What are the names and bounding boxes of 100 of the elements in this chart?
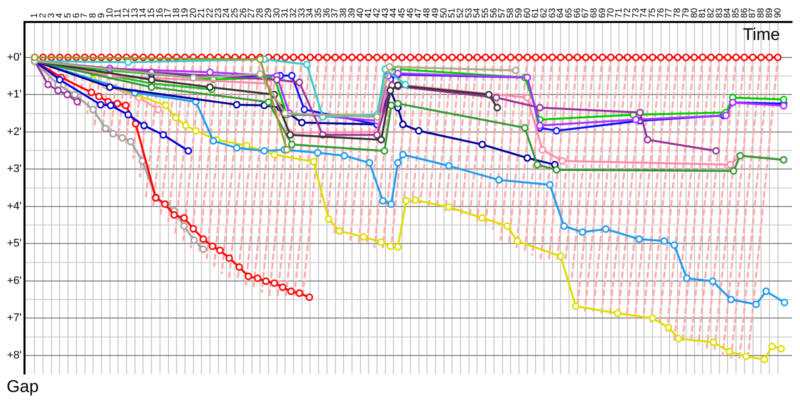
x-tick-label: 32 <box>288 8 298 18</box>
x-tick-label: 24 <box>221 8 232 18</box>
x-tick-label: 41 <box>363 8 374 18</box>
x-tick-label: 33 <box>296 8 306 18</box>
y-tick-label: +3' <box>6 163 22 176</box>
x-tick-label: 7 <box>79 12 90 18</box>
x-tick-label: 56 <box>488 8 498 18</box>
x-tick-label: 1 <box>29 12 40 18</box>
y-tick-label: +6' <box>6 274 22 287</box>
y-tick-label: +7' <box>6 312 22 324</box>
x-tick-label: 68 <box>588 8 599 18</box>
x-tick-label: 44 <box>388 8 398 18</box>
x-tick-label: 37 <box>330 8 340 18</box>
x-tick-label: 66 <box>572 8 582 18</box>
x-tick-label: 11 <box>112 8 123 18</box>
x-tick-label: 80 <box>688 8 699 18</box>
x-tick-label: 42 <box>371 8 382 18</box>
x-tick-label: 47 <box>413 8 424 18</box>
x-tick-label: 87 <box>747 8 758 18</box>
x-tick-label: 2 <box>37 12 48 18</box>
x-tick-label: 82 <box>705 8 716 18</box>
x-tick-label: 59 <box>513 8 524 18</box>
x-tick-label: 17 <box>162 8 173 18</box>
x-tick-label: 83 <box>714 8 724 18</box>
x-tick-label: 39 <box>346 8 356 18</box>
x-tick-label: 31 <box>280 8 290 18</box>
x-tick-label: 26 <box>238 8 248 18</box>
x-tick-label: 84 <box>722 8 732 18</box>
x-tick-label: 58 <box>505 8 516 18</box>
y-tick-label: +8' <box>6 349 22 362</box>
x-tick-label: 89 <box>764 8 774 18</box>
x-tick-label: 23 <box>212 8 223 18</box>
y-tick-label: +0' <box>6 51 22 64</box>
y-tick-label: +2' <box>6 126 22 138</box>
x-tick-label: 5 <box>62 12 73 18</box>
x-tick-label: 9 <box>96 12 106 18</box>
x-tick-label: 25 <box>230 8 240 18</box>
x-tick-label: 51 <box>446 8 457 18</box>
x-tick-label: 35 <box>313 8 324 18</box>
x-tick-label: 90 <box>772 8 782 18</box>
x-tick-label: 62 <box>538 8 548 18</box>
x-tick-label: 13 <box>129 8 140 18</box>
x-tick-label: 60 <box>522 8 532 18</box>
x-tick-label: 53 <box>463 8 474 18</box>
x-tick-label: 70 <box>605 8 616 18</box>
x-tick-label: 30 <box>271 8 282 18</box>
x-tick-label: 74 <box>638 8 649 18</box>
y-axis-title: Gap <box>6 377 39 396</box>
x-tick-label: 21 <box>196 8 206 18</box>
x-tick-label: 73 <box>630 8 640 18</box>
x-tick-label: 6 <box>70 12 81 18</box>
x-tick-label: 61 <box>530 8 540 18</box>
x-tick-label: 88 <box>756 8 766 18</box>
x-tick-label: 85 <box>730 8 741 18</box>
x-tick-label: 72 <box>622 8 632 18</box>
x-tick-label: 29 <box>262 8 273 18</box>
x-tick-label: 43 <box>380 8 390 18</box>
x-tick-label: 8 <box>88 12 98 18</box>
x-tick-label: 19 <box>179 8 190 18</box>
x-tick-label: 81 <box>697 8 708 18</box>
x-tick-label: 36 <box>321 8 332 18</box>
x-tick-label: 76 <box>655 8 666 18</box>
x-tick-label: 3 <box>46 12 56 18</box>
x-tick-label: 67 <box>580 8 590 18</box>
x-tick-label: 27 <box>246 8 256 18</box>
x-tick-label: 49 <box>430 8 440 18</box>
x-tick-label: 4 <box>54 12 64 18</box>
x-tick-label: 28 <box>254 8 265 18</box>
y-tick-label: +5' <box>6 238 22 250</box>
x-tick-label: 64 <box>555 8 566 18</box>
x-tick-label: 20 <box>188 8 198 18</box>
x-tick-label: 18 <box>171 8 182 18</box>
x-tick-label: 40 <box>354 8 365 18</box>
x-tick-label: 16 <box>154 8 164 18</box>
x-tick-label: 79 <box>680 8 690 18</box>
x-tick-label: 54 <box>472 8 482 18</box>
x-tick-label: 57 <box>496 8 507 18</box>
x-tick-label: 86 <box>738 8 749 18</box>
x-tick-label: 71 <box>614 8 624 18</box>
x-tick-label: 45 <box>396 8 407 18</box>
x-tick-label: 55 <box>480 8 490 18</box>
x-tick-label: 52 <box>454 8 465 18</box>
x-tick-label: 38 <box>338 8 348 18</box>
x-tick-label: 12 <box>120 8 131 18</box>
x-tick-label: 14 <box>138 8 148 18</box>
x-tick-label: 75 <box>647 8 658 18</box>
x-tick-label: 69 <box>596 8 607 18</box>
x-tick-label: 34 <box>304 8 315 18</box>
x-tick-label: 50 <box>438 8 448 18</box>
y-tick-label: +1' <box>6 88 22 101</box>
x-axis-title: Time <box>742 25 780 44</box>
x-tick-label: 77 <box>664 8 674 18</box>
y-tick-label: +4' <box>6 200 22 212</box>
x-tick-label: 22 <box>204 8 214 18</box>
x-tick-label: 78 <box>672 8 682 18</box>
x-tick-label: 48 <box>422 8 432 18</box>
x-tick-label: 46 <box>404 8 415 18</box>
x-tick-label: 63 <box>546 8 557 18</box>
x-tick-label: 15 <box>146 8 156 18</box>
x-tick-label: 10 <box>104 8 114 18</box>
